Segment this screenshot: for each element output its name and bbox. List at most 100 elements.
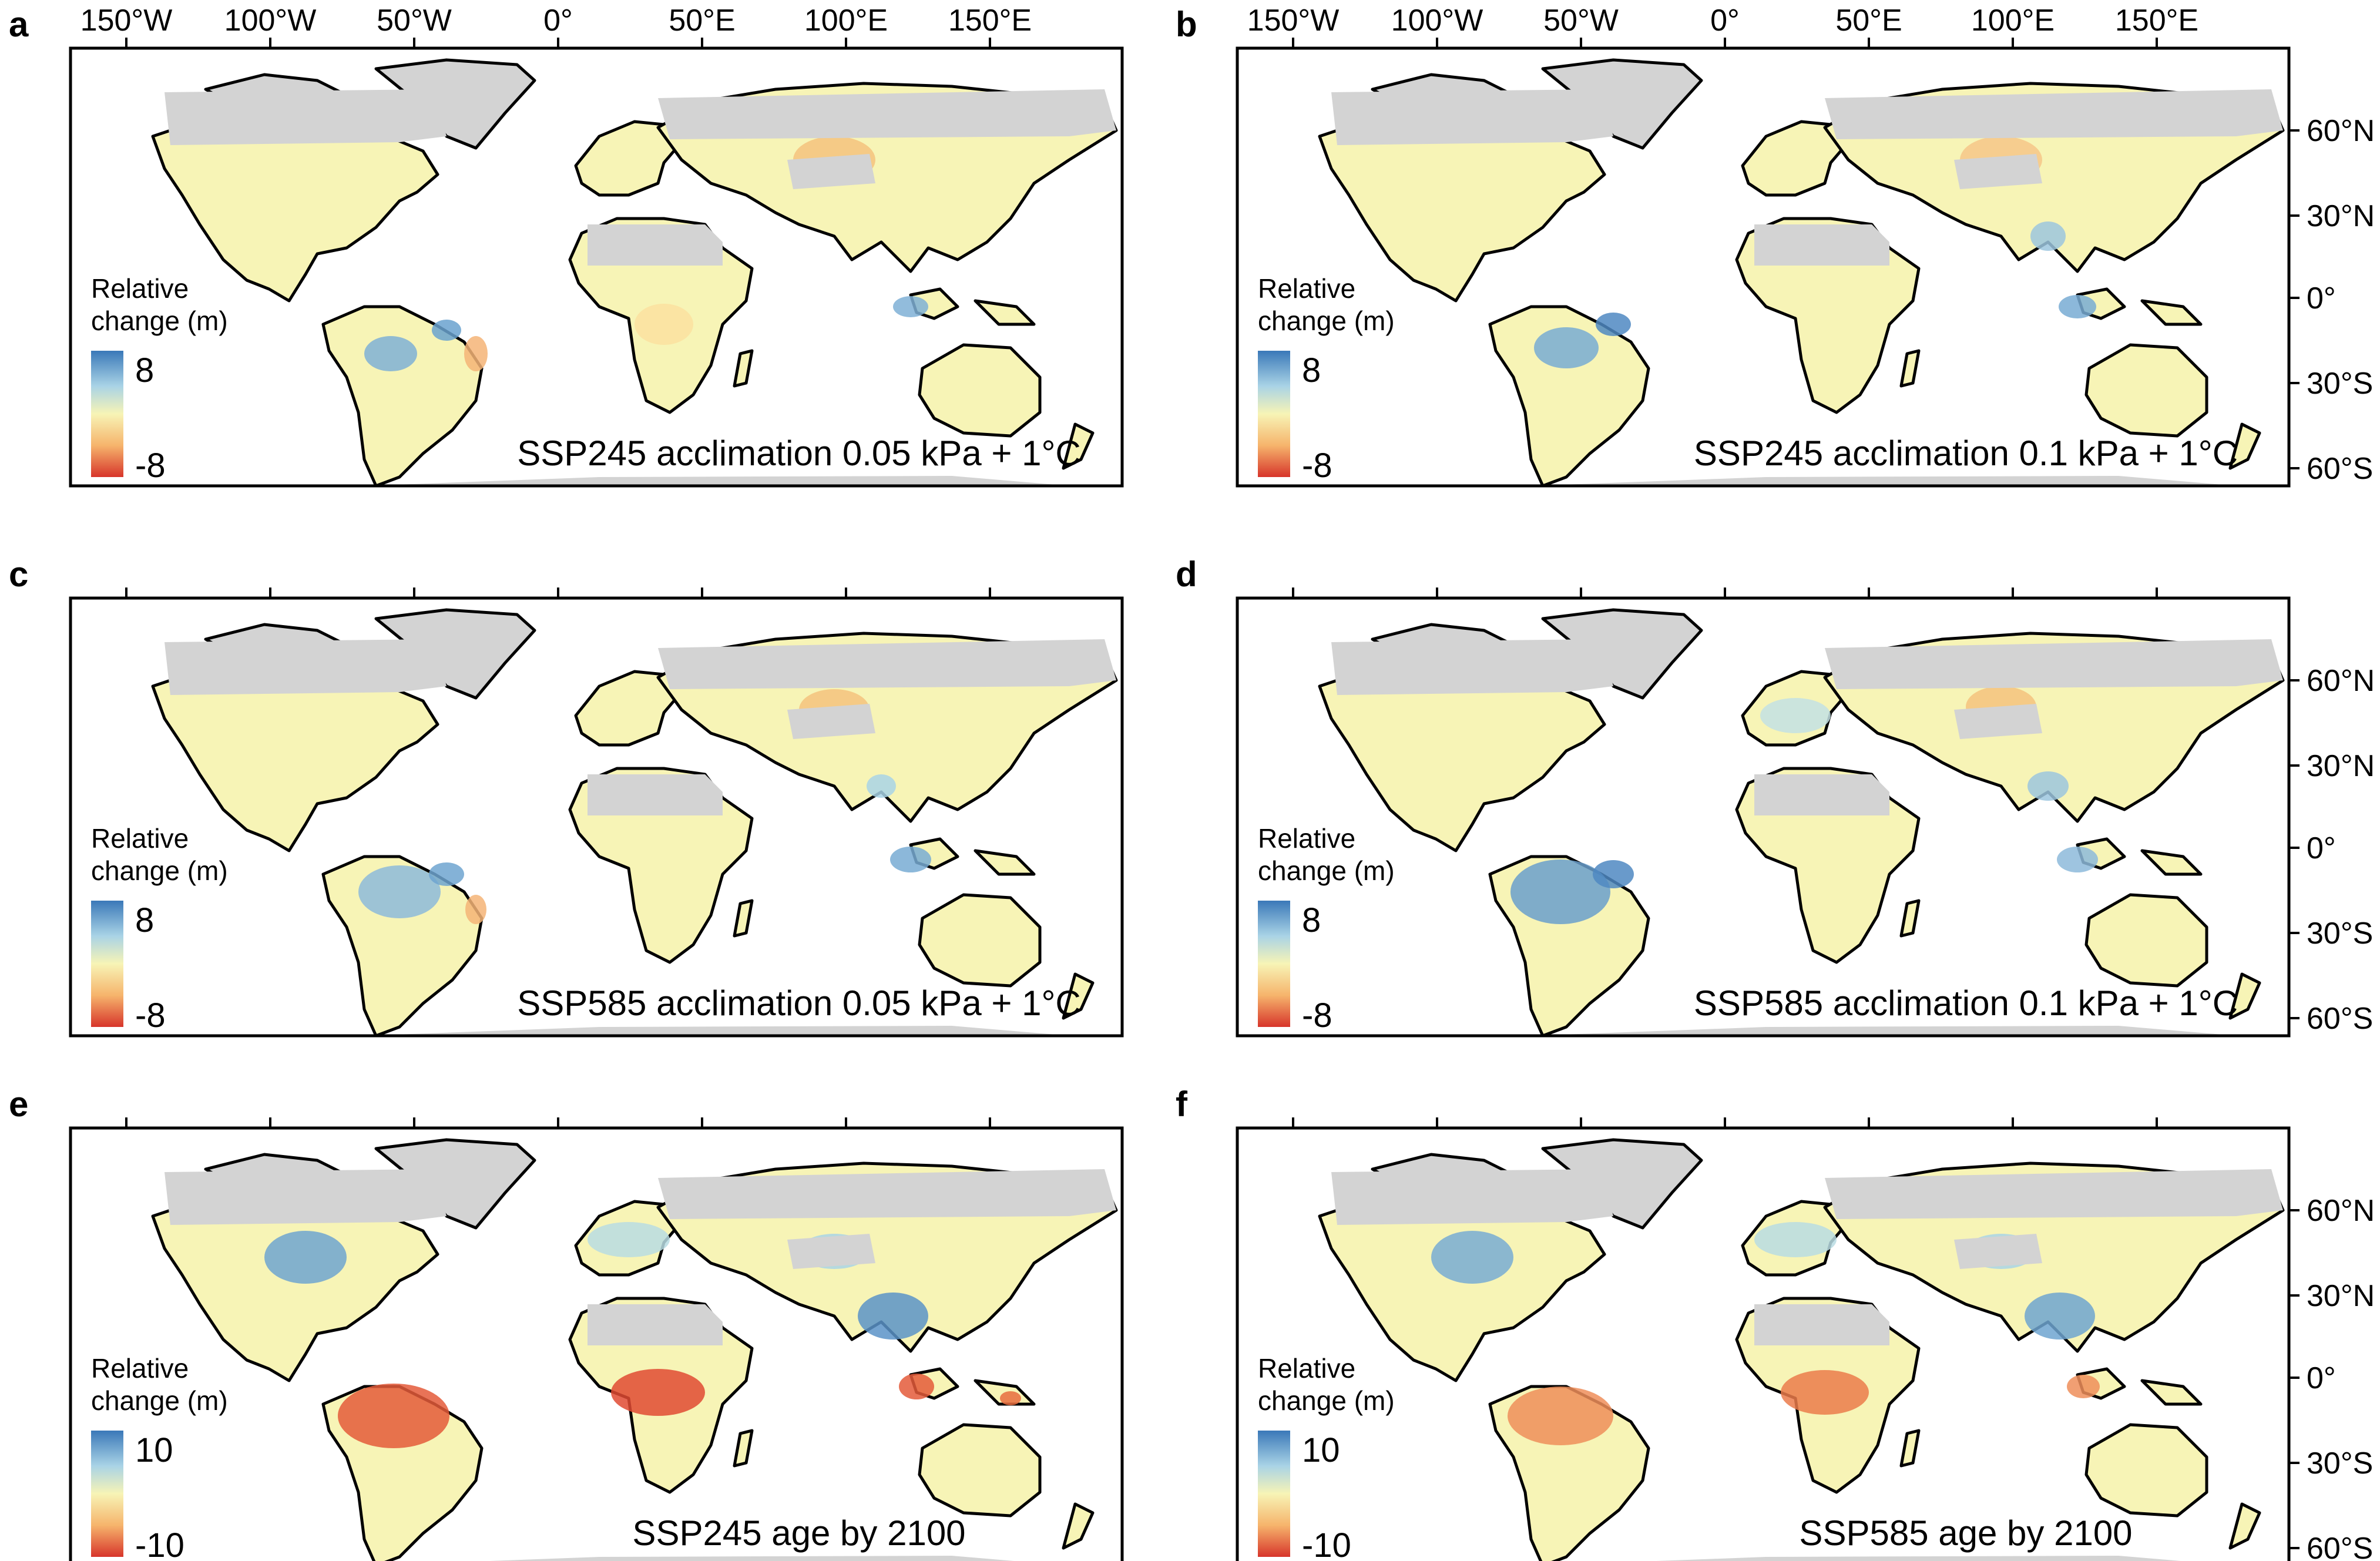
lon-tick-label: 150°E xyxy=(2115,4,2198,38)
lat-tick-label: 30°S xyxy=(2307,367,2373,401)
desert-no-data xyxy=(1754,704,2042,815)
lat-tick-label: 0° xyxy=(2307,281,2336,315)
panel-caption: SSP245 acclimation 0.05 kPa + 1°C xyxy=(517,434,1081,473)
lat-tick-label: 30°S xyxy=(2307,1446,2373,1481)
change-region xyxy=(429,862,464,886)
map-frame xyxy=(69,46,1124,488)
lat-tick-label: 0° xyxy=(2307,831,2336,865)
colorbar xyxy=(1258,351,1290,477)
change-region xyxy=(2025,1293,2095,1340)
legend-title-line1: Relative xyxy=(91,1353,189,1384)
antarctica xyxy=(364,476,1069,486)
lon-tick-label: 50°E xyxy=(669,4,735,38)
no-data-region xyxy=(1331,639,2283,695)
change-region xyxy=(432,320,461,341)
legend-title-line1: Relative xyxy=(91,823,189,854)
change-region xyxy=(364,336,417,371)
change-region xyxy=(867,774,896,798)
map-frame xyxy=(69,596,1124,1038)
legend-title-line2: change (m) xyxy=(91,1385,228,1416)
change-region xyxy=(2030,221,2066,251)
panel-letter-f: f xyxy=(1176,1085,1188,1124)
lat-tick-label: 60°S xyxy=(2307,1002,2373,1036)
change-region xyxy=(358,865,441,918)
map-frame xyxy=(69,1126,1124,1561)
change-region xyxy=(1508,1387,1613,1445)
map-land xyxy=(153,60,1116,486)
change-region xyxy=(264,1231,347,1284)
lon-tick-label: 0° xyxy=(1710,4,1740,38)
lon-tick-label: 50°E xyxy=(1835,4,1902,38)
legend-max-value: 8 xyxy=(1302,901,1321,939)
map-land xyxy=(1320,610,2283,1036)
lon-tick-label: 100°E xyxy=(1971,4,2055,38)
no-data-region xyxy=(1331,89,2283,145)
panel-caption: SSP585 age by 2100 xyxy=(1799,1513,2132,1553)
antarctica xyxy=(364,1026,1069,1036)
legend-max-value: 8 xyxy=(135,901,154,939)
no-data-region xyxy=(165,89,1116,145)
colorbar xyxy=(1258,1431,1290,1557)
lon-tick-label: 50°W xyxy=(377,4,452,38)
change-region xyxy=(1000,1391,1021,1405)
lon-tick-label: 50°W xyxy=(1543,4,1619,38)
change-region xyxy=(1431,1231,1513,1284)
desert-no-data xyxy=(588,704,875,815)
legend-title-line2: change (m) xyxy=(1258,855,1395,886)
legend-title-line2: change (m) xyxy=(91,306,228,336)
change-region xyxy=(1781,1370,1869,1415)
change-region xyxy=(1534,327,1599,368)
change-region xyxy=(893,296,928,317)
lat-tick-label: 30°N xyxy=(2307,199,2375,233)
lon-tick-label: 100°W xyxy=(224,4,317,38)
legend-title-line2: change (m) xyxy=(91,855,228,886)
map-land xyxy=(1320,60,2283,486)
lat-tick-label: 30°S xyxy=(2307,917,2373,951)
legend-min-value: -8 xyxy=(1302,996,1332,1035)
lat-tick-label: 60°N xyxy=(2307,664,2375,698)
legend-max-value: 8 xyxy=(135,351,154,390)
lat-tick-label: 30°N xyxy=(2307,749,2375,783)
change-region xyxy=(2059,295,2096,318)
lon-tick-label: 150°W xyxy=(80,4,173,38)
antarctica xyxy=(489,1556,1014,1561)
legend-title-line1: Relative xyxy=(1258,1353,1355,1384)
map-panel-b: b 150°W 100°W 50°W 0° 50°E 100°E 150°E 60°N 30°N 0… xyxy=(1176,4,2375,488)
lat-tick-label: 60°N xyxy=(2307,114,2375,148)
map-land xyxy=(1320,1140,2283,1561)
lon-tick-label: 100°E xyxy=(804,4,888,38)
map-frame xyxy=(1236,596,2291,1038)
map-frame xyxy=(1236,1126,2291,1561)
change-region xyxy=(1510,860,1610,924)
panel-letter-a: a xyxy=(9,5,29,44)
legend-title-line1: Relative xyxy=(1258,273,1355,304)
panel-letter-d: d xyxy=(1176,555,1197,594)
legend-min-value: -8 xyxy=(1302,447,1332,485)
legend-max-value: 10 xyxy=(135,1431,173,1469)
antarctica xyxy=(1531,476,2236,486)
change-region xyxy=(1760,698,1831,733)
map-panel-a: a 150°W 100°W 50°W 0° 50°E 100°E 150°E Relativec… xyxy=(9,4,1124,488)
no-data-region xyxy=(1331,1169,2283,1225)
panel-caption: SSP585 acclimation 0.05 kPa + 1°C xyxy=(517,983,1081,1023)
lon-tick-label: 150°E xyxy=(948,4,1032,38)
lon-tick-label: 100°W xyxy=(1391,4,1483,38)
change-region xyxy=(338,1384,449,1448)
panel-letter-e: e xyxy=(9,1085,28,1124)
antarctica xyxy=(1531,1026,2236,1036)
change-region xyxy=(635,304,693,345)
map-land xyxy=(153,1140,1116,1561)
lat-tick-label: 60°S xyxy=(2307,452,2373,486)
legend-max-value: 10 xyxy=(1302,1431,1340,1469)
change-region xyxy=(858,1293,928,1340)
antarctica xyxy=(1656,1556,2181,1561)
lon-tick-label: 150°W xyxy=(1247,4,1340,38)
lat-tick-label: 0° xyxy=(2307,1361,2336,1395)
